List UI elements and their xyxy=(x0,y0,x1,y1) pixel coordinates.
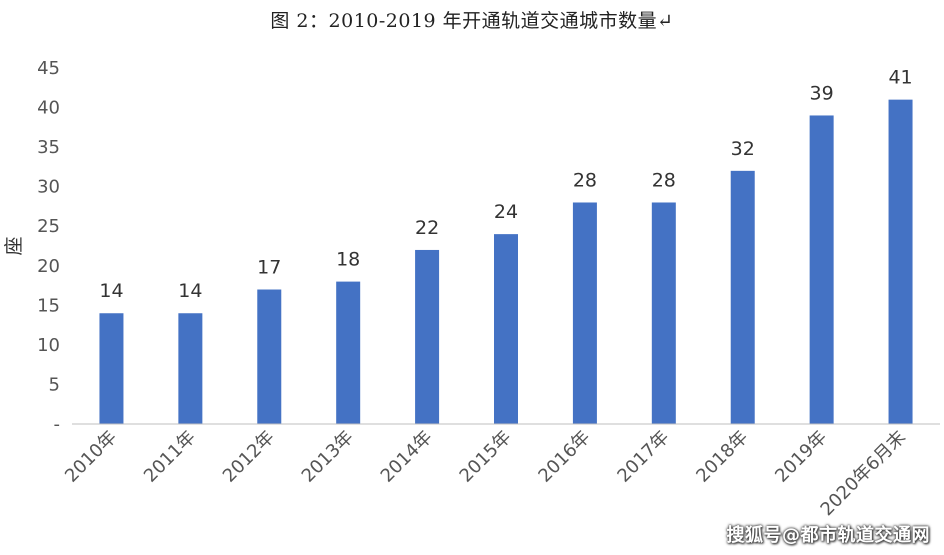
x-tick-label: 2011年 xyxy=(140,427,200,487)
y-tick-label: - xyxy=(54,414,61,435)
x-tick-label: 2015年 xyxy=(456,427,516,487)
bar-2011年 xyxy=(178,313,203,424)
bars xyxy=(99,99,913,425)
watermark: 搜狐号@都市轨道交通网 xyxy=(726,525,930,546)
x-tick-label: 2012年 xyxy=(219,427,279,487)
data-label: 41 xyxy=(888,67,912,89)
y-tick-label: 45 xyxy=(37,58,60,79)
data-label: 18 xyxy=(336,249,360,271)
bar-2016年 xyxy=(572,202,597,424)
bar-2012年 xyxy=(257,289,282,424)
data-label: 39 xyxy=(810,82,834,104)
bar-2018年 xyxy=(730,170,755,424)
y-tick-label: 25 xyxy=(37,216,60,237)
data-label: 28 xyxy=(573,169,597,191)
x-tick-label: 2014年 xyxy=(377,427,437,487)
x-tick-label: 2018年 xyxy=(692,427,752,487)
data-label: 22 xyxy=(415,217,439,239)
data-label: 17 xyxy=(257,257,281,279)
y-tick-label: 10 xyxy=(37,335,60,356)
y-tick-label: 35 xyxy=(37,137,60,158)
bar-2013年 xyxy=(336,281,361,424)
y-tick-label: 40 xyxy=(37,98,60,119)
y-axis: - 5 10 15 20 25 30 35 40 45 xyxy=(37,58,60,435)
x-tick-label: 2019年 xyxy=(771,427,831,487)
bar-2015年 xyxy=(494,234,518,424)
y-tick-label: 15 xyxy=(37,295,60,316)
x-axis: 2010年 2011年 2012年 2013年 2014年 2015年 2016年 2017年… xyxy=(61,423,940,521)
data-label: 14 xyxy=(99,280,123,302)
bar-2010年 xyxy=(99,313,124,424)
data-label: 14 xyxy=(178,280,202,302)
data-label: 24 xyxy=(494,201,518,223)
bar-2019年 xyxy=(809,115,834,424)
bar-2017年 xyxy=(651,202,676,424)
x-tick-label: 2016年 xyxy=(534,427,594,487)
y-tick-label: 5 xyxy=(49,374,60,395)
x-tick-label: 2020年6月末 xyxy=(817,427,911,521)
data-label: 28 xyxy=(652,169,676,191)
bar-2020年6月末 xyxy=(888,99,913,425)
x-tick-label: 2010年 xyxy=(61,427,121,487)
data-labels: 14 14 17 18 22 24 28 28 32 39 41 xyxy=(99,67,912,303)
y-axis-label: 座 xyxy=(3,236,25,255)
chart-title: 图 2：2010-2019 年开通轨道交通城市数量↵ xyxy=(270,10,674,32)
y-tick-label: 30 xyxy=(37,177,60,198)
data-label: 32 xyxy=(731,138,755,160)
bar-2014年 xyxy=(415,249,440,424)
x-tick-label: 2017年 xyxy=(613,427,673,487)
x-tick-label: 2013年 xyxy=(298,427,358,487)
y-tick-label: 20 xyxy=(37,256,60,277)
